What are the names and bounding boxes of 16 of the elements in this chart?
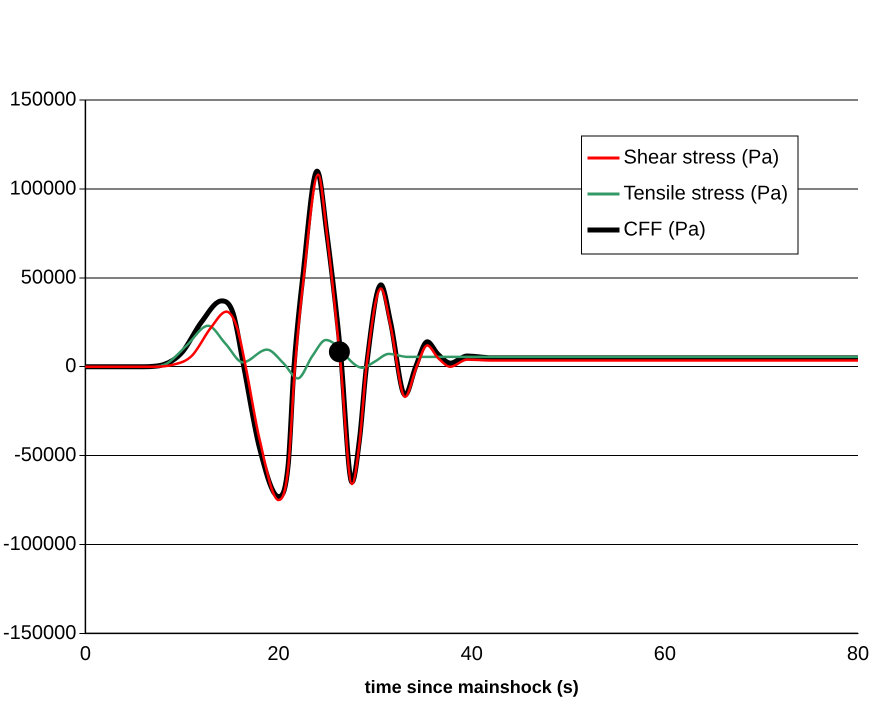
y-tick-label: 100000 [10,177,76,200]
legend-label: CFF (Pa) [624,218,706,241]
legend-label: Shear stress (Pa) [624,146,780,169]
x-tick-label: 20 [267,642,290,665]
x-tick-label: 80 [846,642,870,665]
legend-label: Tensile stress (Pa) [624,182,788,205]
y-tick-label: -100000 [2,533,76,556]
y-tick-label: 50000 [20,266,76,288]
y-tick-label: 0 [65,355,76,378]
x-tick-label: 40 [460,642,483,665]
y-tick-label: -50000 [14,444,76,466]
y-tick-label: -150000 [2,622,76,644]
x-tick-label: 60 [654,642,676,665]
x-axis-title: time since mainshock (s) [364,677,579,698]
y-tick-label: 150000 [10,88,76,111]
x-tick-label: 0 [80,642,91,665]
